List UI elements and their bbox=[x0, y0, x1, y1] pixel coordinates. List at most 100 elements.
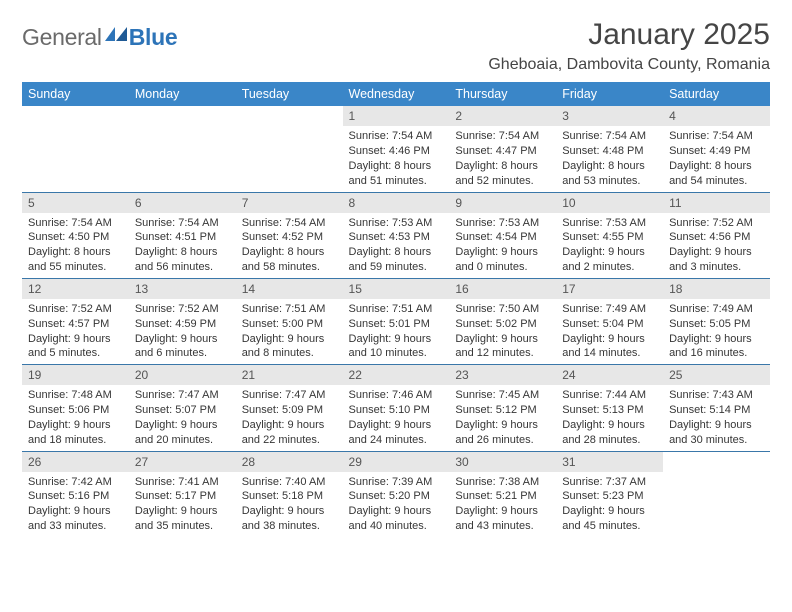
daylight-text-1: Daylight: 9 hours bbox=[242, 504, 337, 519]
daylight-text-2: and 43 minutes. bbox=[455, 519, 550, 534]
daylight-text-1: Daylight: 9 hours bbox=[28, 418, 123, 433]
day-details: Sunrise: 7:51 AMSunset: 5:01 PMDaylight:… bbox=[343, 299, 450, 364]
weekday-header: Thursday bbox=[449, 82, 556, 106]
daylight-text-1: Daylight: 9 hours bbox=[242, 332, 337, 347]
sunset-text: Sunset: 5:23 PM bbox=[562, 489, 657, 504]
day-details: Sunrise: 7:52 AMSunset: 4:57 PMDaylight:… bbox=[22, 299, 129, 364]
sunrise-text: Sunrise: 7:51 AM bbox=[349, 302, 444, 317]
sunrise-text: Sunrise: 7:54 AM bbox=[242, 216, 337, 231]
calendar-week-row: 5Sunrise: 7:54 AMSunset: 4:50 PMDaylight… bbox=[22, 192, 770, 278]
calendar-cell: 31Sunrise: 7:37 AMSunset: 5:23 PMDayligh… bbox=[556, 451, 663, 537]
day-details: Sunrise: 7:53 AMSunset: 4:55 PMDaylight:… bbox=[556, 213, 663, 278]
daylight-text-2: and 40 minutes. bbox=[349, 519, 444, 534]
sunrise-text: Sunrise: 7:54 AM bbox=[28, 216, 123, 231]
page-title: January 2025 bbox=[488, 18, 770, 52]
sunset-text: Sunset: 5:07 PM bbox=[135, 403, 230, 418]
sunset-text: Sunset: 4:52 PM bbox=[242, 230, 337, 245]
day-number: 11 bbox=[663, 193, 770, 213]
day-details: Sunrise: 7:50 AMSunset: 5:02 PMDaylight:… bbox=[449, 299, 556, 364]
calendar-cell: 8Sunrise: 7:53 AMSunset: 4:53 PMDaylight… bbox=[343, 192, 450, 278]
sunset-text: Sunset: 4:53 PM bbox=[349, 230, 444, 245]
daylight-text-2: and 56 minutes. bbox=[135, 260, 230, 275]
daylight-text-1: Daylight: 9 hours bbox=[562, 504, 657, 519]
day-number: 2 bbox=[449, 106, 556, 126]
calendar-cell: 14Sunrise: 7:51 AMSunset: 5:00 PMDayligh… bbox=[236, 278, 343, 364]
sunrise-text: Sunrise: 7:43 AM bbox=[669, 388, 764, 403]
calendar-cell bbox=[22, 106, 129, 192]
day-details: Sunrise: 7:53 AMSunset: 4:54 PMDaylight:… bbox=[449, 213, 556, 278]
calendar-cell: 26Sunrise: 7:42 AMSunset: 5:16 PMDayligh… bbox=[22, 451, 129, 537]
day-number bbox=[236, 106, 343, 126]
daylight-text-1: Daylight: 9 hours bbox=[28, 504, 123, 519]
day-details: Sunrise: 7:49 AMSunset: 5:04 PMDaylight:… bbox=[556, 299, 663, 364]
day-details: Sunrise: 7:54 AMSunset: 4:50 PMDaylight:… bbox=[22, 213, 129, 278]
calendar-cell: 20Sunrise: 7:47 AMSunset: 5:07 PMDayligh… bbox=[129, 365, 236, 451]
day-details: Sunrise: 7:49 AMSunset: 5:05 PMDaylight:… bbox=[663, 299, 770, 364]
calendar-cell: 22Sunrise: 7:46 AMSunset: 5:10 PMDayligh… bbox=[343, 365, 450, 451]
header: General Blue January 2025 Gheboaia, Damb… bbox=[22, 18, 770, 74]
sunrise-text: Sunrise: 7:54 AM bbox=[562, 129, 657, 144]
day-number bbox=[663, 452, 770, 472]
weekday-header: Sunday bbox=[22, 82, 129, 106]
calendar-week-row: 12Sunrise: 7:52 AMSunset: 4:57 PMDayligh… bbox=[22, 278, 770, 364]
daylight-text-2: and 28 minutes. bbox=[562, 433, 657, 448]
daylight-text-2: and 51 minutes. bbox=[349, 174, 444, 189]
daylight-text-1: Daylight: 9 hours bbox=[669, 332, 764, 347]
day-number: 26 bbox=[22, 452, 129, 472]
daylight-text-2: and 16 minutes. bbox=[669, 346, 764, 361]
daylight-text-2: and 54 minutes. bbox=[669, 174, 764, 189]
calendar-cell: 28Sunrise: 7:40 AMSunset: 5:18 PMDayligh… bbox=[236, 451, 343, 537]
weekday-header: Wednesday bbox=[343, 82, 450, 106]
day-number: 21 bbox=[236, 365, 343, 385]
day-details: Sunrise: 7:38 AMSunset: 5:21 PMDaylight:… bbox=[449, 472, 556, 537]
daylight-text-2: and 52 minutes. bbox=[455, 174, 550, 189]
day-number: 7 bbox=[236, 193, 343, 213]
sunrise-text: Sunrise: 7:49 AM bbox=[669, 302, 764, 317]
sunset-text: Sunset: 5:14 PM bbox=[669, 403, 764, 418]
day-details: Sunrise: 7:47 AMSunset: 5:09 PMDaylight:… bbox=[236, 385, 343, 450]
day-details: Sunrise: 7:39 AMSunset: 5:20 PMDaylight:… bbox=[343, 472, 450, 537]
day-number: 16 bbox=[449, 279, 556, 299]
sunrise-text: Sunrise: 7:44 AM bbox=[562, 388, 657, 403]
day-number: 27 bbox=[129, 452, 236, 472]
sunrise-text: Sunrise: 7:54 AM bbox=[349, 129, 444, 144]
calendar-cell: 29Sunrise: 7:39 AMSunset: 5:20 PMDayligh… bbox=[343, 451, 450, 537]
calendar-body: 1Sunrise: 7:54 AMSunset: 4:46 PMDaylight… bbox=[22, 106, 770, 537]
day-number: 31 bbox=[556, 452, 663, 472]
sunset-text: Sunset: 5:20 PM bbox=[349, 489, 444, 504]
daylight-text-1: Daylight: 8 hours bbox=[349, 245, 444, 260]
daylight-text-2: and 20 minutes. bbox=[135, 433, 230, 448]
sunset-text: Sunset: 5:00 PM bbox=[242, 317, 337, 332]
sunset-text: Sunset: 5:17 PM bbox=[135, 489, 230, 504]
logo: General Blue bbox=[22, 18, 177, 51]
day-details: Sunrise: 7:41 AMSunset: 5:17 PMDaylight:… bbox=[129, 472, 236, 537]
calendar-week-row: 19Sunrise: 7:48 AMSunset: 5:06 PMDayligh… bbox=[22, 365, 770, 451]
day-number: 20 bbox=[129, 365, 236, 385]
calendar-cell bbox=[236, 106, 343, 192]
day-number: 12 bbox=[22, 279, 129, 299]
sunset-text: Sunset: 4:51 PM bbox=[135, 230, 230, 245]
daylight-text-2: and 2 minutes. bbox=[562, 260, 657, 275]
daylight-text-2: and 24 minutes. bbox=[349, 433, 444, 448]
sunset-text: Sunset: 5:16 PM bbox=[28, 489, 123, 504]
sunset-text: Sunset: 4:49 PM bbox=[669, 144, 764, 159]
title-block: January 2025 Gheboaia, Dambovita County,… bbox=[488, 18, 770, 74]
calendar-cell: 6Sunrise: 7:54 AMSunset: 4:51 PMDaylight… bbox=[129, 192, 236, 278]
sunset-text: Sunset: 5:04 PM bbox=[562, 317, 657, 332]
day-number: 18 bbox=[663, 279, 770, 299]
day-number: 24 bbox=[556, 365, 663, 385]
sunset-text: Sunset: 5:05 PM bbox=[669, 317, 764, 332]
calendar-cell bbox=[129, 106, 236, 192]
location-text: Gheboaia, Dambovita County, Romania bbox=[488, 56, 770, 74]
sunset-text: Sunset: 5:21 PM bbox=[455, 489, 550, 504]
daylight-text-2: and 35 minutes. bbox=[135, 519, 230, 534]
calendar-table: Sunday Monday Tuesday Wednesday Thursday… bbox=[22, 82, 770, 537]
day-number: 4 bbox=[663, 106, 770, 126]
weekday-header-row: Sunday Monday Tuesday Wednesday Thursday… bbox=[22, 82, 770, 106]
day-number: 8 bbox=[343, 193, 450, 213]
day-details: Sunrise: 7:54 AMSunset: 4:52 PMDaylight:… bbox=[236, 213, 343, 278]
daylight-text-1: Daylight: 8 hours bbox=[349, 159, 444, 174]
day-details: Sunrise: 7:53 AMSunset: 4:53 PMDaylight:… bbox=[343, 213, 450, 278]
sunrise-text: Sunrise: 7:47 AM bbox=[135, 388, 230, 403]
sunrise-text: Sunrise: 7:53 AM bbox=[562, 216, 657, 231]
